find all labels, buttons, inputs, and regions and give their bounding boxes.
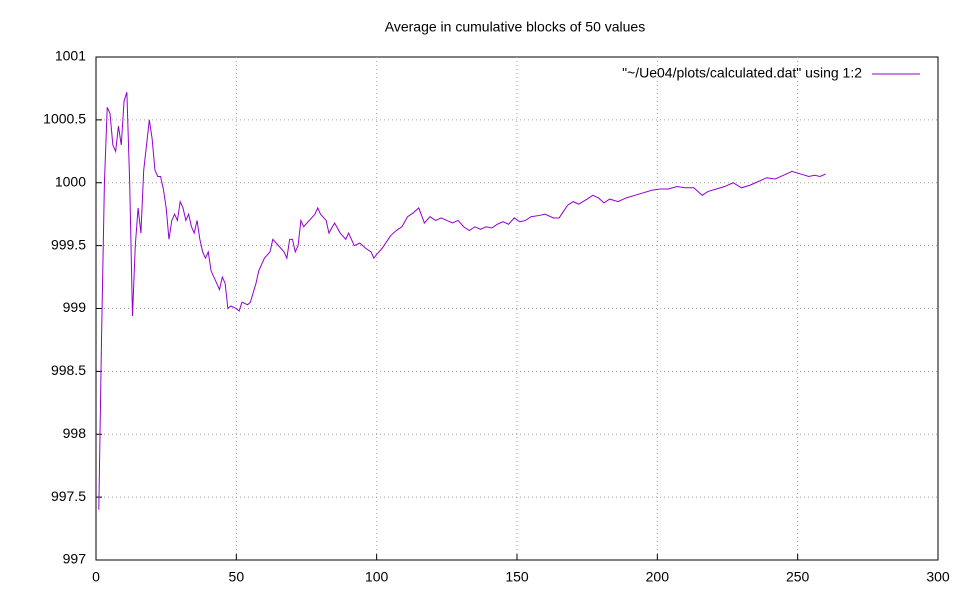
y-tick-label: 1001 — [55, 48, 86, 64]
legend-label: "~/Ue04/plots/calculated.dat" using 1:2 — [622, 65, 862, 81]
x-tick-label: 250 — [786, 569, 810, 585]
x-tick-label: 150 — [505, 569, 529, 585]
y-tick-label: 997.5 — [51, 488, 86, 504]
y-tick-label: 999 — [63, 299, 87, 315]
x-tick-label: 100 — [365, 569, 389, 585]
chart-title: Average in cumulative blocks of 50 value… — [385, 19, 645, 35]
data-line — [98, 92, 826, 510]
y-tick-label: 997 — [63, 551, 87, 567]
y-tick-label: 998.5 — [51, 362, 86, 378]
y-tick-label: 1000.5 — [43, 111, 86, 127]
y-tick-label: 1000 — [55, 173, 86, 189]
x-tick-label: 50 — [229, 569, 245, 585]
x-tick-label: 300 — [926, 569, 950, 585]
x-tick-label: 0 — [92, 569, 100, 585]
y-tick-label: 998 — [63, 425, 87, 441]
x-tick-label: 200 — [646, 569, 670, 585]
y-tick-label: 999.5 — [51, 236, 86, 252]
